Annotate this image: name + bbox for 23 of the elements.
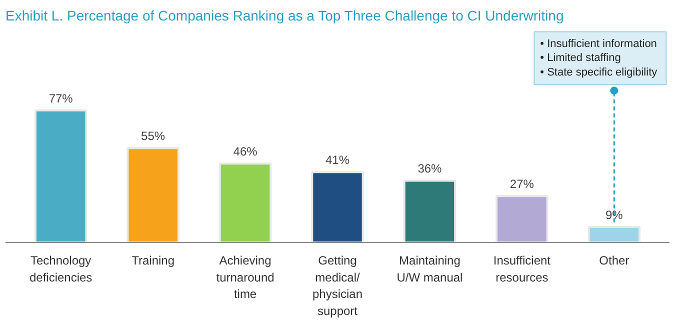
annotation: • Insufficient information • Limited staffing • State specific eligibility [540, 38, 658, 79]
x-tick-label: Maintaining U/W manual [396, 254, 463, 284]
x-tick-label: Training [132, 254, 175, 268]
bar [311, 171, 364, 242]
data-label: 77% [48, 91, 74, 106]
bar [403, 180, 456, 242]
data-label: 9% [605, 208, 624, 222]
bar [126, 147, 180, 242]
bar [496, 195, 548, 242]
data-label: 46% [233, 144, 258, 159]
data-label: 27% [510, 177, 534, 192]
data-label: 55% [141, 129, 166, 144]
x-tick-label: Insufficient resources [493, 254, 552, 284]
chart-title: Exhibit L. Percentage of Companies Ranking as a Top Three Challenge to CI Underwriting [6, 8, 564, 24]
x-tick-label: Technology deficiencies [29, 254, 92, 284]
data-label: 41% [325, 153, 350, 168]
bar [34, 109, 88, 242]
x-tick-label: Achieving turnaround time [216, 254, 274, 302]
data-label: 36% [418, 162, 442, 176]
x-tick-label: Other [599, 254, 630, 268]
x-tick-label: Getting medical/ physician support [312, 254, 363, 318]
bar [218, 162, 272, 242]
bar [588, 226, 641, 242]
